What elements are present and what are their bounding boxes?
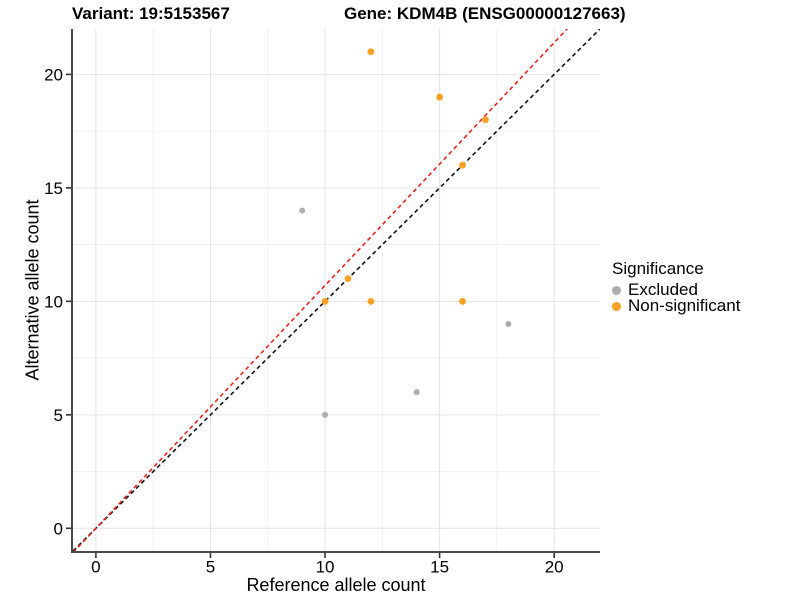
data-point-non-significant bbox=[482, 116, 489, 124]
x-tick-label: 5 bbox=[206, 558, 215, 577]
data-point-non-significant bbox=[321, 297, 329, 305]
y-tick-label: 15 bbox=[44, 179, 63, 198]
x-tick-label: 10 bbox=[316, 558, 335, 577]
identity-line bbox=[73, 29, 600, 551]
fit-line bbox=[73, 29, 569, 551]
x-tick-label: 15 bbox=[430, 558, 449, 577]
y-tick-label: 0 bbox=[54, 519, 63, 538]
x-axis-title: Reference allele count bbox=[246, 575, 426, 595]
data-point-non-significant bbox=[459, 161, 466, 169]
data-point-non-significant bbox=[367, 48, 375, 56]
data-point-excluded bbox=[505, 321, 512, 328]
y-axis-title: Alternative allele count bbox=[22, 199, 43, 381]
legend-entry-non-significant: Non-significant bbox=[612, 296, 741, 315]
y-tick-label: 20 bbox=[44, 65, 63, 84]
x-tick-label: 20 bbox=[545, 558, 564, 577]
y-tick-label: 10 bbox=[44, 292, 63, 311]
non-significant-dot-icon bbox=[612, 301, 621, 311]
data-point-non-significant bbox=[344, 275, 352, 283]
legend-label-non-significant: Non-significant bbox=[628, 296, 741, 315]
data-point-excluded bbox=[413, 389, 420, 396]
legend-entry-excluded: Excluded bbox=[612, 280, 740, 299]
data-point-excluded bbox=[299, 207, 306, 214]
variant-title: Variant: 19:5153567 bbox=[72, 4, 230, 23]
data-point-non-significant bbox=[436, 93, 444, 101]
data-point-non-significant bbox=[367, 297, 375, 305]
y-tick-label: 5 bbox=[54, 406, 63, 425]
legend-title: Significance bbox=[612, 259, 704, 278]
data-point-excluded bbox=[322, 411, 329, 418]
legend-label-excluded: Excluded bbox=[628, 280, 698, 299]
x-tick-label: 0 bbox=[91, 558, 100, 577]
data-point-non-significant bbox=[459, 297, 466, 305]
excluded-dot-icon bbox=[612, 285, 621, 295]
gene-title: Gene: KDM4B (ENSG00000127663) bbox=[344, 4, 626, 23]
legend: Significance Excluded Non-significant bbox=[612, 259, 740, 314]
